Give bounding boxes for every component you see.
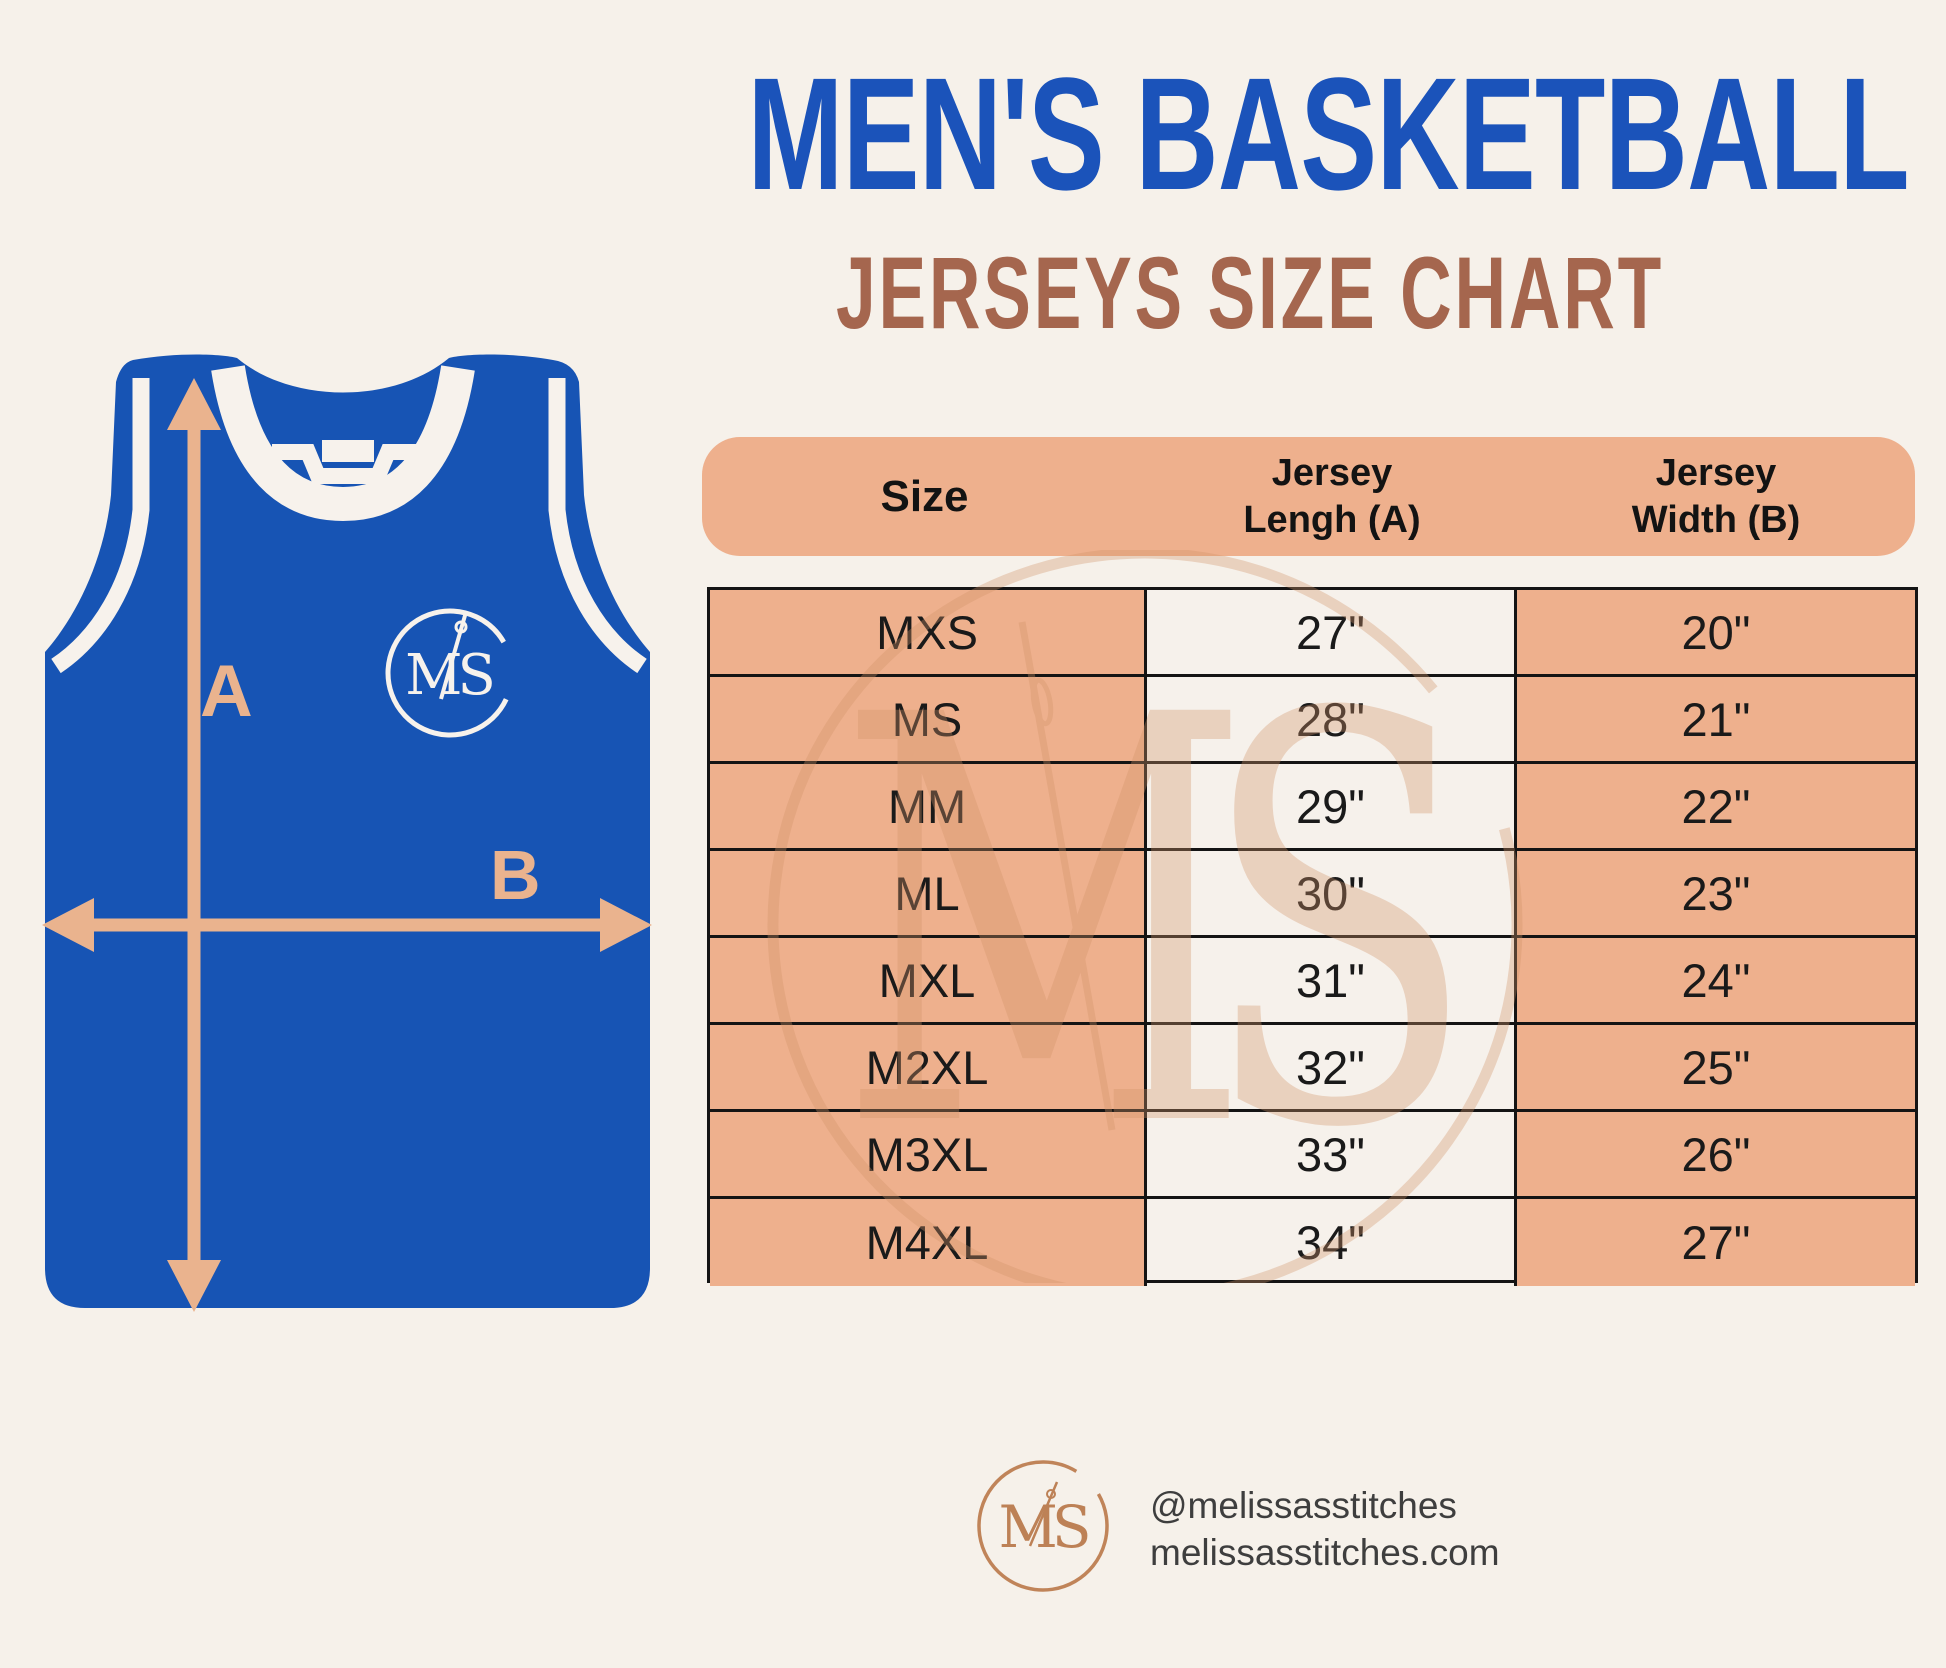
width-cell: 25"	[1517, 1025, 1915, 1112]
length-cell: 31"	[1147, 938, 1517, 1025]
size-cell: ML	[710, 851, 1147, 938]
length-cell: 29"	[1147, 764, 1517, 851]
footer-social-handle: @melissasstitches	[1150, 1485, 1457, 1526]
jersey-collar-tab	[322, 440, 374, 462]
footer-contact: @melissasstitches melissasstitches.com	[1150, 1482, 1500, 1576]
width-cell: 24"	[1517, 938, 1915, 1025]
length-cell: 33"	[1147, 1112, 1517, 1199]
width-cell: 26"	[1517, 1112, 1915, 1199]
length-arrow	[167, 378, 221, 1312]
width-cell: 23"	[1517, 851, 1915, 938]
width-cell: 20"	[1517, 590, 1915, 677]
length-cell: 28"	[1147, 677, 1517, 764]
column-header-length: Jersey Lengh (A)	[1147, 450, 1517, 544]
table-header: Size Jersey Lengh (A) Jersey Width (B)	[702, 437, 1915, 556]
size-cell: MS	[710, 677, 1147, 764]
jersey-left-armhole-trim	[51, 378, 150, 674]
column-header-width: Jersey Width (B)	[1517, 450, 1915, 544]
jersey-right-armhole-trim	[548, 378, 647, 674]
length-cell: 27"	[1147, 590, 1517, 677]
width-cell: 27"	[1517, 1199, 1915, 1286]
size-cell: M4XL	[710, 1199, 1147, 1286]
size-cell: MM	[710, 764, 1147, 851]
width-cell: 22"	[1517, 764, 1915, 851]
size-cell: M3XL	[710, 1112, 1147, 1199]
width-cell: 21"	[1517, 677, 1915, 764]
column-header-length-line1: Jersey	[1271, 451, 1393, 494]
column-header-width-line1: Jersey	[1655, 451, 1777, 494]
jersey-inner-collar	[272, 444, 424, 484]
width-label: B	[490, 836, 541, 914]
width-arrow	[42, 898, 652, 952]
column-header-length-line2: Lengh (A)	[1243, 498, 1421, 541]
footer-website: melissasstitches.com	[1150, 1532, 1500, 1573]
length-label: A	[200, 651, 253, 732]
size-table: MXS 27" 20" MS 28" 21" MM 29" 22" ML 30"…	[707, 587, 1918, 1286]
column-header-size: Size	[880, 471, 969, 521]
size-cell: M2XL	[710, 1025, 1147, 1112]
length-cell: 30"	[1147, 851, 1517, 938]
column-header-width-line2: Width (B)	[1631, 498, 1801, 541]
length-cell: 34"	[1147, 1199, 1517, 1286]
size-cell: MXL	[710, 938, 1147, 1025]
length-cell: 32"	[1147, 1025, 1517, 1112]
jersey-illustration: MS A B	[42, 354, 652, 1312]
page-subtitle: JERSEYS SIZE CHART	[835, 236, 1665, 350]
jersey-chest-logo-text: MS	[405, 643, 492, 708]
size-cell: MXS	[710, 590, 1147, 677]
footer-logo-text: MS	[998, 1493, 1087, 1561]
footer-brand-logo: MS	[977, 1460, 1109, 1592]
page-title: MEN'S BASKETBALL	[747, 44, 1909, 223]
jersey-collar-trim	[211, 365, 475, 522]
jersey-chest-logo: MS	[385, 608, 515, 738]
